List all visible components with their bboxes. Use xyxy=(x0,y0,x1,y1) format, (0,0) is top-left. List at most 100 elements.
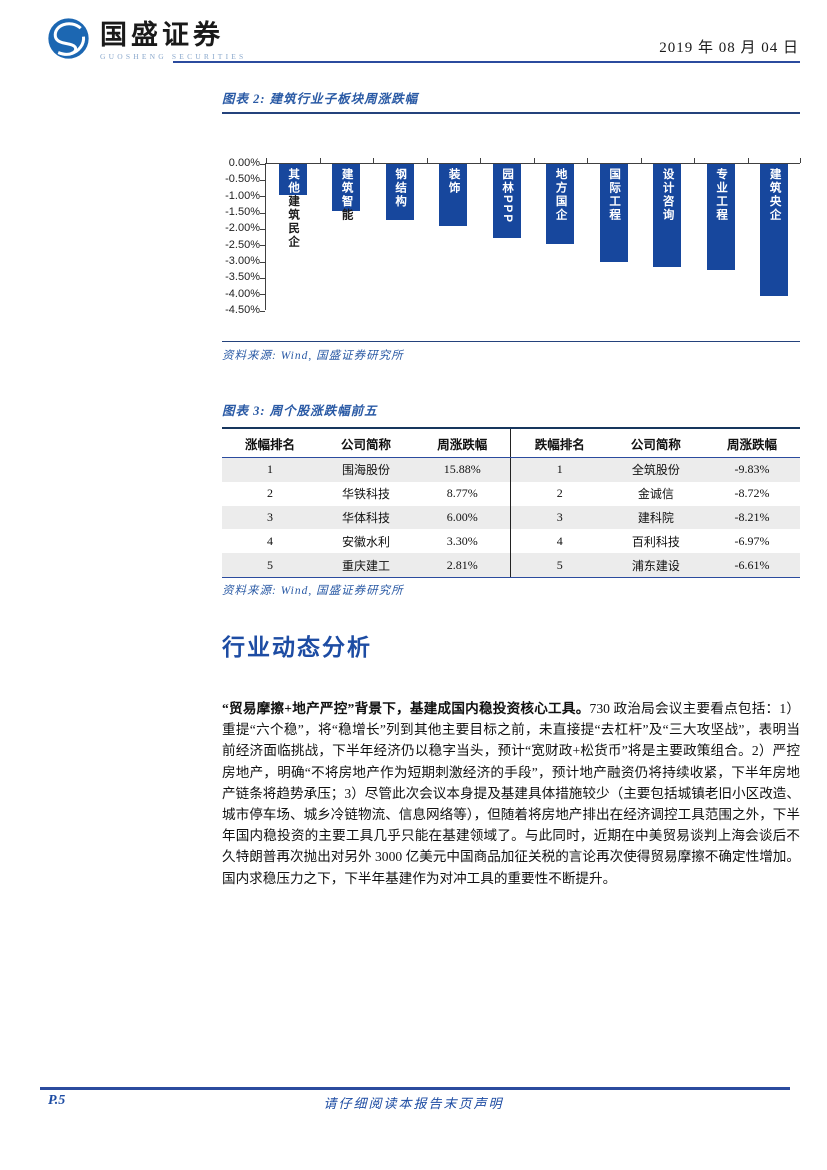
y-axis-tick xyxy=(260,261,265,263)
chart-bar: 钢结构 xyxy=(385,164,414,220)
table-cell: -8.72% xyxy=(734,486,770,501)
chart-bar: 其他建筑民企 xyxy=(278,164,307,249)
figure3-block: 图表 3: 周个股涨跌幅前五 涨幅排名 公司简称 周涨跌幅 跌幅排名 公司简称 周涨跌幅 … xyxy=(222,400,800,598)
y-axis-tick xyxy=(260,179,265,181)
paragraph-lead-bold: “贸易摩擦+地产严控”背景下，基建成国内稳投资核心工具。 xyxy=(222,701,590,716)
figure3-source: 资料来源: Wind, 国盛证券研究所 xyxy=(222,584,404,597)
chart-bar: 地方国企 xyxy=(546,164,575,245)
table-cell: 4 xyxy=(510,529,608,554)
chart-bar-label: 其他建筑民企 xyxy=(286,168,299,249)
y-axis-tick xyxy=(260,277,265,279)
paragraph-body-text: 730 政治局会议主要看点包括：1）重提“六个稳”，将“稳增长”列到其他主要目标… xyxy=(222,701,800,886)
table-cell: -9.83% xyxy=(703,457,800,482)
brand-name-en: GUOSHENG SECURITIES xyxy=(100,51,247,61)
chart-bar-label: 地方国企 xyxy=(554,168,567,222)
y-axis-tick xyxy=(260,294,265,296)
chart-bar: 建筑央企 xyxy=(760,164,789,297)
bar-label-inside-part: 国际工程 xyxy=(608,168,621,222)
x-axis-tick xyxy=(319,158,321,163)
bar-label-inside-part: 专业工程 xyxy=(715,168,728,222)
x-axis-tick xyxy=(266,158,267,163)
chart-bar-label: 装饰 xyxy=(447,168,460,195)
table-cell: 金诚信 xyxy=(637,487,674,502)
footer-divider xyxy=(40,1087,790,1090)
chart-bar-label: 设计咨询 xyxy=(661,168,674,222)
table-cell: 百利科技 xyxy=(631,534,680,549)
chart-bar-label: 国际工程 xyxy=(607,168,620,222)
y-axis-tick-label: 0.00% xyxy=(228,157,260,169)
table-row: 4 安徽水利 3.30% 4 百利科技 -6.97% xyxy=(222,529,800,554)
table-cell: 1 xyxy=(222,457,318,482)
table-cell: 15.88% xyxy=(414,457,511,482)
y-axis-tick xyxy=(260,310,265,312)
chart-bar-label: 专业工程 xyxy=(714,168,727,222)
table-cell: 浦东建设 xyxy=(607,553,704,578)
chart-bar-label: 建筑智能 xyxy=(340,168,353,222)
bar-label-inside-part: 钢结构 xyxy=(394,168,407,209)
table-cell: 华铁科技 xyxy=(341,487,390,502)
chart-bar: 装饰 xyxy=(439,164,468,227)
chart-bar: 园林PPP xyxy=(492,164,521,238)
bar-label-inside-part: 其他 xyxy=(287,168,300,195)
header-divider xyxy=(173,61,800,64)
footer-page-number: P.5 xyxy=(48,1093,66,1108)
footer-disclaimer: 请仔细阅读本报告末页声明 xyxy=(323,1096,504,1111)
y-axis-tick-label: -4.50% xyxy=(225,304,260,316)
table-cell: 全筑股份 xyxy=(607,457,704,482)
body-paragraph: “贸易摩擦+地产严控”背景下，基建成国内稳投资核心工具。730 政治局会议主要看… xyxy=(222,698,800,889)
chart-bar-label: 钢结构 xyxy=(393,168,406,209)
bar-label-inside-part: 装饰 xyxy=(447,168,460,195)
y-axis-tick-label: -1.00% xyxy=(225,189,260,202)
table-row: 1 围海股份 15.88% 1 全筑股份 -9.83% xyxy=(222,457,800,482)
bar-label-inside-part: 建筑央企 xyxy=(768,168,781,222)
table-cell: 1 xyxy=(510,457,608,482)
bar-label-inside-part: 地方国企 xyxy=(554,168,567,222)
chart-bar: 国际工程 xyxy=(599,164,628,262)
table-cell: 2.81% xyxy=(414,553,511,578)
chart-bar: 专业工程 xyxy=(706,164,735,271)
table-cell: 3 xyxy=(510,505,608,530)
figure2-title: 图表 2: 建筑行业子板块周涨跌幅 xyxy=(222,92,419,106)
table-cell: -6.97% xyxy=(734,533,770,548)
table-cell: 4 xyxy=(267,533,273,548)
table-header-cell: 周涨跌幅 xyxy=(703,427,800,458)
table-cell: 5 xyxy=(510,553,608,578)
y-axis-tick-label: -4.00% xyxy=(225,287,260,300)
y-axis-tick-label: -2.00% xyxy=(225,222,260,235)
y-axis-tick-label: -3.00% xyxy=(225,255,260,267)
table-cell: 2 xyxy=(510,481,608,506)
table-header-cell: 周涨跌幅 xyxy=(414,427,511,458)
figure2-title-rule xyxy=(222,112,800,114)
y-axis-tick xyxy=(260,245,265,247)
x-axis-tick xyxy=(800,158,801,163)
guosheng-logo-icon xyxy=(46,16,91,66)
table-cell: 重庆建工 xyxy=(318,553,414,578)
x-axis-tick xyxy=(694,158,695,163)
table-row: 2 华铁科技 8.77% 2 金诚信 -8.72% xyxy=(222,481,800,506)
bar-label-overflow-part: 建筑民企 xyxy=(287,195,300,249)
y-axis-tick-label: -0.50% xyxy=(225,173,260,186)
table-cell: -8.21% xyxy=(703,505,800,530)
table-cell: 2 xyxy=(267,486,273,501)
table-header-cell: 公司简称 xyxy=(607,427,704,458)
table-cell: 5 xyxy=(222,553,318,578)
x-axis-tick xyxy=(640,158,642,163)
table-header-cell: 公司简称 xyxy=(318,427,414,458)
x-axis-tick xyxy=(533,158,535,163)
table-row: 5 重庆建工 2.81% 5 浦东建设 -6.61% xyxy=(222,553,800,578)
x-axis-tick xyxy=(373,158,374,163)
table-cell: 华体科技 xyxy=(318,505,414,530)
figure2-bottom-rule xyxy=(222,341,800,342)
figure3-title: 图表 3: 周个股涨跌幅前五 xyxy=(222,404,378,418)
table-cell: 安徽水利 xyxy=(341,534,390,549)
chart-bar: 设计咨询 xyxy=(653,164,682,267)
chart-bar: 建筑智能 xyxy=(332,164,361,222)
table-cell: 8.77% xyxy=(446,486,478,501)
y-axis-tick xyxy=(260,163,265,165)
bar-label-inside-part: 园林PPP xyxy=(501,168,514,225)
figure2-block: 图表 2: 建筑行业子板块周涨跌幅 0.00% -0.50% -1.00% -1.50… xyxy=(222,88,801,388)
gainers-losers-table: 涨幅排名 公司简称 周涨跌幅 跌幅排名 公司简称 周涨跌幅 1 围海股份 15.88% 1 全筑股… xyxy=(222,427,800,578)
x-axis-tick xyxy=(587,158,588,163)
table-cell: 3.30% xyxy=(446,533,478,548)
